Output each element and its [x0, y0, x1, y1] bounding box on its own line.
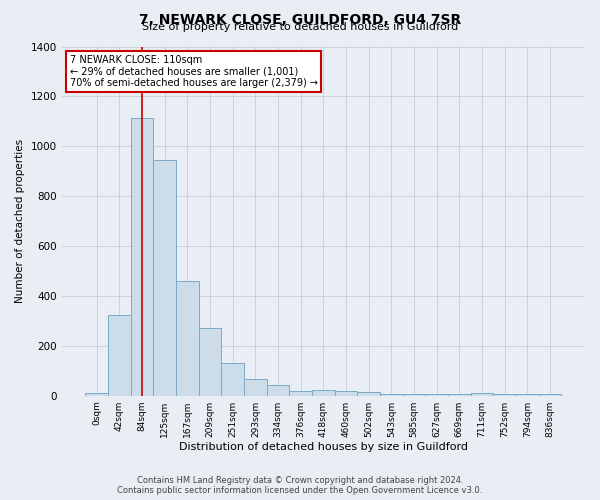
Text: Contains HM Land Registry data © Crown copyright and database right 2024.
Contai: Contains HM Land Registry data © Crown c… — [118, 476, 482, 495]
Bar — [108, 314, 131, 396]
Bar — [470, 393, 493, 396]
Bar — [516, 394, 539, 396]
Bar — [266, 385, 289, 396]
Bar — [335, 390, 358, 396]
Bar — [85, 393, 108, 396]
Bar — [493, 394, 516, 396]
Bar — [403, 394, 425, 396]
Bar — [425, 394, 448, 396]
Bar — [448, 394, 470, 396]
X-axis label: Distribution of detached houses by size in Guildford: Distribution of detached houses by size … — [179, 442, 468, 452]
Bar — [380, 394, 403, 396]
Bar — [176, 281, 199, 396]
Text: Size of property relative to detached houses in Guildford: Size of property relative to detached ho… — [142, 22, 458, 32]
Bar — [221, 364, 244, 396]
Bar — [358, 392, 380, 396]
Bar — [312, 390, 335, 396]
Bar — [154, 160, 176, 396]
Bar — [199, 328, 221, 396]
Bar — [539, 394, 561, 396]
Y-axis label: Number of detached properties: Number of detached properties — [15, 139, 25, 303]
Bar — [131, 118, 154, 396]
Text: 7 NEWARK CLOSE: 110sqm
← 29% of detached houses are smaller (1,001)
70% of semi-: 7 NEWARK CLOSE: 110sqm ← 29% of detached… — [70, 55, 317, 88]
Bar — [289, 390, 312, 396]
Text: 7, NEWARK CLOSE, GUILDFORD, GU4 7SR: 7, NEWARK CLOSE, GUILDFORD, GU4 7SR — [139, 12, 461, 26]
Bar — [244, 380, 266, 396]
